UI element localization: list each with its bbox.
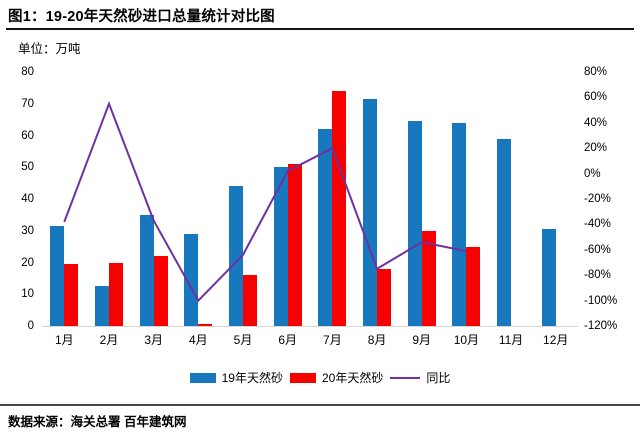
bar-19年天然砂-9月 (407, 121, 422, 326)
footer-divider (0, 404, 640, 406)
legend-label: 19年天然砂 (221, 371, 283, 385)
legend-item-同比: 同比 (390, 369, 450, 386)
right-axis-ticks: 80% 60% 40% 20% 0% -20% -40% -60% -80% -100% -120% (584, 66, 638, 332)
left-axis-tick: 0 (27, 320, 34, 332)
legend-label: 20年天然砂 (321, 371, 384, 385)
right-axis-tick: -120% (584, 320, 618, 332)
x-axis-label: 5月 (233, 333, 253, 347)
right-axis-tick: 60% (584, 91, 608, 104)
bar-20年天然砂-7月 (332, 91, 347, 326)
bar-20年天然砂-8月 (377, 268, 391, 326)
left-axis-tick: 70 (21, 97, 34, 110)
right-axis-tick: -80% (584, 269, 611, 282)
x-axis-month-labels: 1月 2月 3月 4月 5月 6月 7月 8月 9月 10月 11月 12月 (42, 331, 578, 348)
bar-19年天然砂-12月 (541, 229, 556, 326)
bar-20年天然砂-2月 (109, 262, 123, 326)
left-axis-tick: 40 (21, 193, 34, 205)
left-axis-ticks: 0 10 20 30 40 50 60 70 80 (0, 66, 36, 332)
x-axis-label: 12月 (543, 333, 569, 347)
bar-20年天然砂-4月 (198, 324, 213, 326)
legend-line-swatch (390, 376, 421, 379)
right-axis-tick: -40% (584, 218, 611, 231)
right-axis-tick: -20% (584, 193, 611, 205)
x-axis-label: 11月 (498, 333, 524, 347)
bar-19年天然砂-4月 (184, 233, 199, 326)
data-source-label: 数据来源：海关总署 百年建筑网 (8, 415, 187, 429)
x-axis-label: 6月 (278, 333, 298, 347)
right-axis-tick: -60% (584, 243, 611, 256)
x-axis-label: 7月 (323, 333, 342, 347)
bar-19年天然砂-2月 (95, 286, 109, 326)
x-axis-label: 4月 (189, 333, 208, 347)
legend-item-20年天然砂: 20年天然砂 (289, 369, 384, 386)
x-axis-label: 8月 (367, 333, 387, 347)
chart-title: 图1：19-20年天然砂进口总量统计对比图 (8, 9, 275, 25)
title-underline (6, 28, 634, 30)
bar-19年天然砂-8月 (363, 99, 377, 326)
left-axis-tick: 50 (21, 161, 34, 174)
x-axis-label: 3月 (144, 333, 164, 347)
right-axis-tick: 40% (584, 116, 608, 129)
yoy-line (63, 100, 467, 303)
bar-19年天然砂-3月 (139, 214, 154, 326)
right-axis-tick: 0% (584, 167, 601, 180)
legend-color-swatch (189, 372, 216, 383)
legend-item-19年天然砂: 19年天然砂 (189, 369, 283, 386)
bar-20年天然砂-9月 (421, 230, 436, 326)
bar-19年天然砂-6月 (273, 167, 288, 326)
chart-legend: 19年天然砂 20年天然砂 同比 (0, 369, 640, 386)
bar-20年天然砂-1月 (64, 264, 79, 326)
bar-20年天然砂-5月 (243, 275, 257, 326)
left-axis-tick: 60 (21, 129, 34, 142)
x-axis-label: 10月 (453, 333, 480, 347)
bar-19年天然砂-10月 (452, 122, 467, 326)
x-axis-label: 1月 (54, 333, 74, 347)
bar-20年天然砂-6月 (287, 164, 302, 326)
bar-19年天然砂-5月 (229, 186, 243, 326)
bar-19年天然砂-7月 (318, 129, 333, 326)
x-axis-label: 2月 (99, 333, 119, 347)
legend-label: 同比 (426, 371, 451, 385)
yoy-line-layer (63, 100, 467, 303)
right-axis-tick: 20% (584, 142, 608, 155)
left-axis-tick: 10 (21, 288, 34, 301)
plot-area (42, 72, 578, 327)
left-axis-tick: 30 (21, 224, 34, 237)
right-axis-tick: 80% (584, 66, 608, 78)
unit-label: 单位：万吨 (18, 42, 81, 56)
right-axis-tick: -100% (584, 294, 618, 307)
x-axis-label: 9月 (412, 333, 432, 347)
left-axis-tick: 80 (21, 66, 34, 78)
bar-20年天然砂-10月 (466, 246, 481, 326)
bar-19年天然砂-11月 (497, 138, 511, 326)
left-axis-tick: 20 (21, 256, 34, 269)
bar-19年天然砂-1月 (50, 226, 65, 326)
bar-20年天然砂-3月 (153, 256, 168, 326)
legend-color-swatch (289, 372, 316, 383)
